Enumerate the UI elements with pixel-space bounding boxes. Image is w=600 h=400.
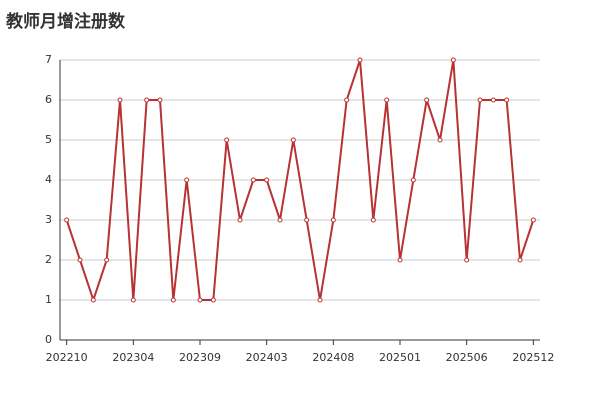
point bbox=[224, 137, 230, 143]
x-tick-label: 202512 bbox=[512, 351, 554, 364]
y-tick-label: 6 bbox=[45, 93, 52, 106]
point bbox=[477, 97, 483, 103]
point bbox=[237, 217, 243, 223]
point bbox=[490, 97, 496, 103]
point bbox=[344, 97, 350, 103]
y-tick-label: 4 bbox=[45, 173, 52, 186]
point bbox=[384, 97, 390, 103]
point bbox=[437, 137, 443, 143]
y-tick-label: 7 bbox=[45, 53, 52, 66]
y-tick-label: 2 bbox=[45, 253, 52, 266]
y-tick-label: 5 bbox=[45, 133, 52, 146]
point bbox=[157, 97, 163, 103]
y-tick-label: 1 bbox=[45, 293, 52, 306]
point bbox=[450, 57, 456, 63]
point bbox=[357, 57, 363, 63]
x-tick-label: 202210 bbox=[46, 351, 88, 364]
point bbox=[210, 297, 216, 303]
line bbox=[65, 59, 535, 304]
point bbox=[424, 97, 430, 103]
point bbox=[517, 257, 523, 263]
point bbox=[504, 97, 510, 103]
point bbox=[277, 217, 283, 223]
point bbox=[144, 97, 150, 103]
point bbox=[330, 217, 336, 223]
point bbox=[317, 297, 323, 303]
point bbox=[90, 297, 96, 303]
point bbox=[170, 297, 176, 303]
x-tick-label: 202408 bbox=[312, 351, 354, 364]
x-tick-label: 202501 bbox=[379, 351, 421, 364]
x-tick-label: 202309 bbox=[179, 351, 221, 364]
point bbox=[264, 177, 270, 183]
point bbox=[464, 257, 470, 263]
x-tick-label: 202403 bbox=[246, 351, 288, 364]
point bbox=[77, 257, 83, 263]
y-tick-label: 0 bbox=[45, 333, 52, 346]
point bbox=[410, 177, 416, 183]
point bbox=[304, 217, 310, 223]
point bbox=[130, 297, 136, 303]
x-tick-label: 202304 bbox=[112, 351, 154, 364]
point bbox=[370, 217, 376, 223]
point bbox=[197, 297, 203, 303]
point bbox=[250, 177, 256, 183]
y-tick-label: 3 bbox=[45, 213, 52, 226]
point bbox=[104, 257, 110, 263]
point bbox=[397, 257, 403, 263]
point bbox=[290, 137, 296, 143]
point bbox=[530, 217, 536, 223]
chart-title: 教师月增注册数 bbox=[5, 11, 126, 32]
point bbox=[64, 217, 70, 223]
x-tick-label: 202506 bbox=[446, 351, 488, 364]
point bbox=[184, 177, 190, 183]
point bbox=[117, 97, 123, 103]
